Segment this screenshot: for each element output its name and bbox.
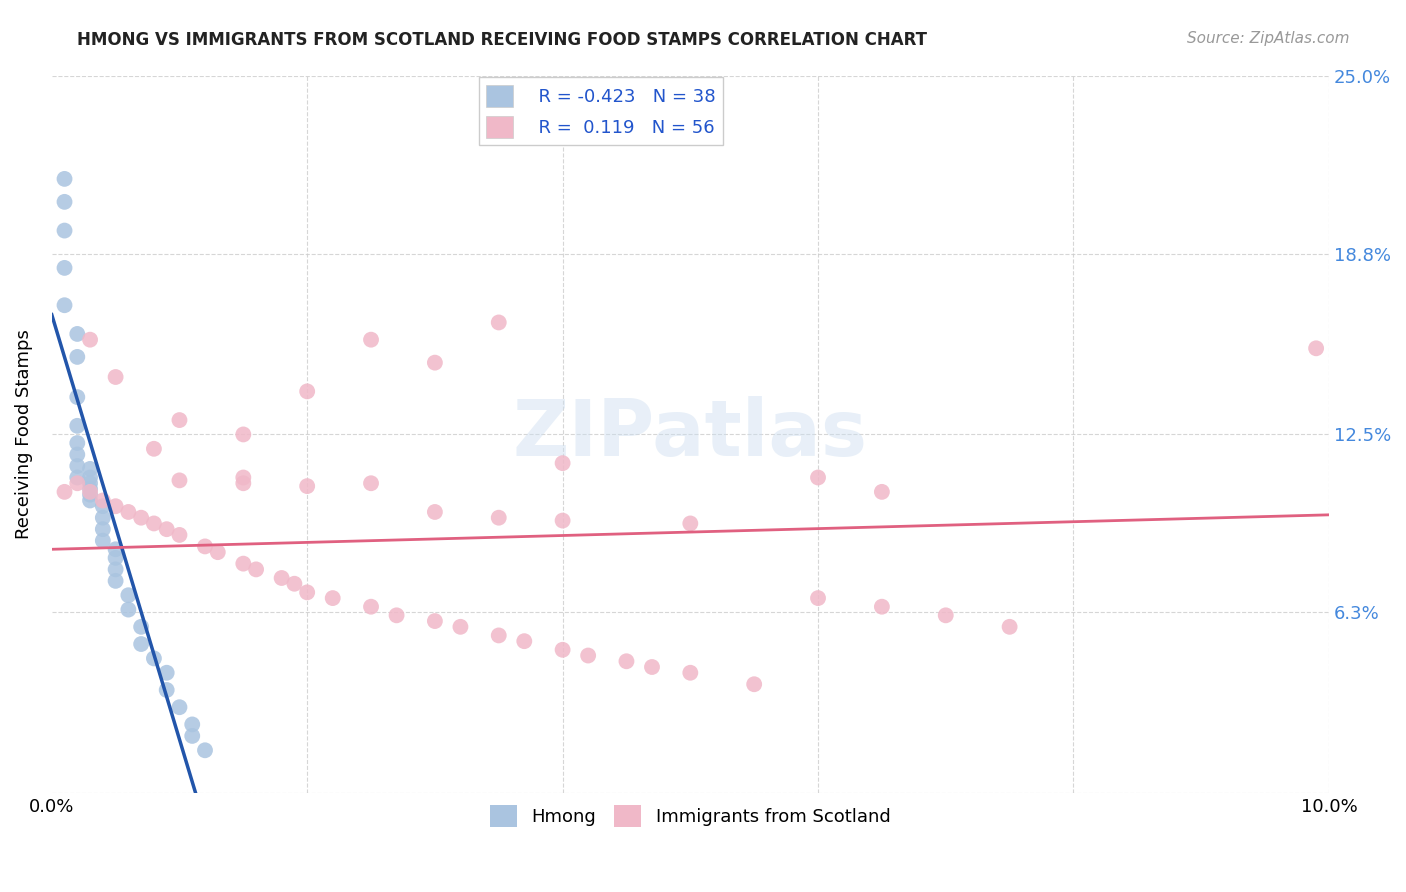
Point [117, 505, 139, 519]
Point [270, 571, 292, 585]
Point [104, 370, 127, 384]
Point [91, 500, 114, 514]
Point [169, 528, 191, 542]
Point [449, 620, 471, 634]
Point [156, 683, 179, 698]
Point [870, 484, 893, 499]
Point [232, 557, 254, 571]
Point [129, 637, 152, 651]
Point [232, 470, 254, 484]
Point [66, 458, 89, 473]
Point [66, 476, 89, 491]
Point [91, 510, 114, 524]
Point [53, 298, 76, 312]
Point [79, 333, 101, 347]
Point [53, 260, 76, 275]
Point [935, 608, 957, 623]
Point [295, 479, 318, 493]
Point [169, 474, 191, 488]
Point [423, 505, 446, 519]
Text: ZIPatlas: ZIPatlas [513, 396, 868, 473]
Point [679, 516, 702, 531]
Point [194, 540, 217, 554]
Point [385, 608, 408, 623]
Point [91, 522, 114, 536]
Point [142, 516, 165, 531]
Point [53, 194, 76, 209]
Point [616, 654, 638, 668]
Point [169, 700, 191, 714]
Point [194, 743, 217, 757]
Point [79, 462, 101, 476]
Point [295, 585, 318, 599]
Point [513, 634, 536, 648]
Point [104, 562, 127, 576]
Point [53, 172, 76, 186]
Point [66, 390, 89, 404]
Point [91, 493, 114, 508]
Point [79, 493, 101, 508]
Point [129, 510, 152, 524]
Point [807, 591, 830, 606]
Point [360, 599, 382, 614]
Text: Source: ZipAtlas.com: Source: ZipAtlas.com [1187, 31, 1350, 46]
Point [117, 602, 139, 616]
Point [104, 542, 127, 557]
Point [79, 482, 101, 496]
Point [66, 470, 89, 484]
Point [423, 356, 446, 370]
Point [66, 350, 89, 364]
Point [283, 576, 305, 591]
Point [66, 326, 89, 341]
Point [423, 614, 446, 628]
Text: HMONG VS IMMIGRANTS FROM SCOTLAND RECEIVING FOOD STAMPS CORRELATION CHART: HMONG VS IMMIGRANTS FROM SCOTLAND RECEIV… [77, 31, 928, 49]
Point [551, 642, 574, 657]
Point [232, 427, 254, 442]
Point [104, 550, 127, 565]
Point [142, 651, 165, 665]
Point [360, 476, 382, 491]
Point [181, 729, 204, 743]
Point [807, 470, 830, 484]
Point [66, 436, 89, 450]
Point [576, 648, 599, 663]
Point [360, 333, 382, 347]
Point [156, 665, 179, 680]
Point [53, 223, 76, 237]
Point [79, 484, 101, 499]
Point [295, 384, 318, 399]
Point [91, 533, 114, 548]
Point [998, 620, 1021, 634]
Point [142, 442, 165, 456]
Point [79, 476, 101, 491]
Point [742, 677, 765, 691]
Point [488, 510, 510, 524]
Point [245, 562, 267, 576]
Point [232, 476, 254, 491]
Y-axis label: Receiving Food Stamps: Receiving Food Stamps [15, 329, 32, 540]
Point [870, 599, 893, 614]
Point [322, 591, 344, 606]
Point [117, 588, 139, 602]
Point [488, 315, 510, 329]
Point [207, 545, 229, 559]
Point [53, 484, 76, 499]
Point [129, 620, 152, 634]
Point [641, 660, 664, 674]
Point [181, 717, 204, 731]
Point [488, 628, 510, 642]
Point [551, 456, 574, 470]
Point [79, 470, 101, 484]
Point [66, 448, 89, 462]
Point [79, 488, 101, 502]
Point [551, 514, 574, 528]
Point [104, 574, 127, 588]
Point [156, 522, 179, 536]
Point [169, 413, 191, 427]
Point [1305, 341, 1327, 355]
Point [104, 500, 127, 514]
Legend: Hmong, Immigrants from Scotland: Hmong, Immigrants from Scotland [482, 798, 898, 835]
Point [66, 418, 89, 433]
Point [679, 665, 702, 680]
